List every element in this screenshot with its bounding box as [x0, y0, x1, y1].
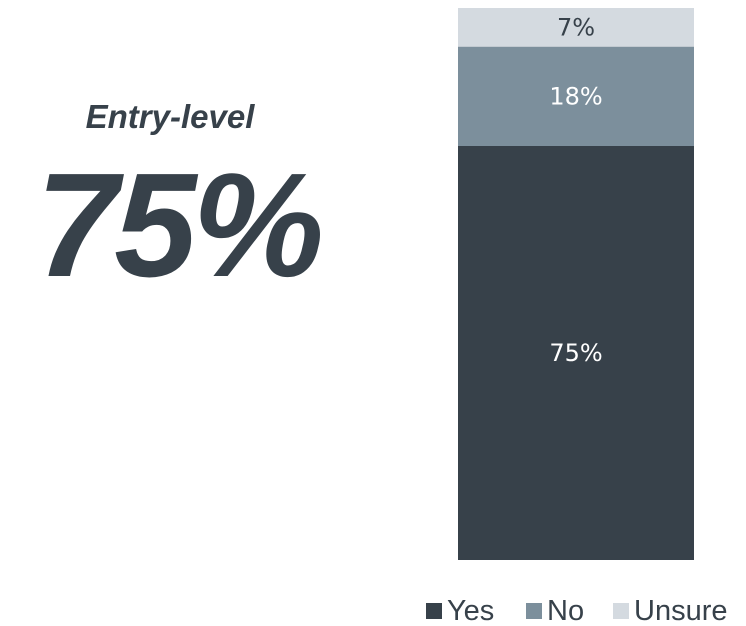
data-label-no: 18% — [549, 82, 602, 110]
legend: Yes No Unsure — [426, 595, 728, 626]
legend-label-no: No — [547, 595, 584, 626]
subtitle: Entry-level — [85, 98, 255, 135]
legend-swatch-yes — [426, 603, 442, 619]
bar-segment-yes — [458, 146, 694, 560]
legend-swatch-no — [526, 603, 542, 619]
headline-stat: 75% — [35, 143, 324, 308]
legend-label-yes: Yes — [447, 595, 494, 626]
legend-swatch-unsure — [613, 603, 629, 619]
data-label-unsure: 7% — [557, 13, 595, 41]
legend-label-unsure: Unsure — [634, 595, 728, 626]
bar-segment-unsure — [458, 8, 694, 47]
data-label-yes: 75% — [549, 339, 602, 367]
bar-segment-no — [458, 46, 694, 146]
